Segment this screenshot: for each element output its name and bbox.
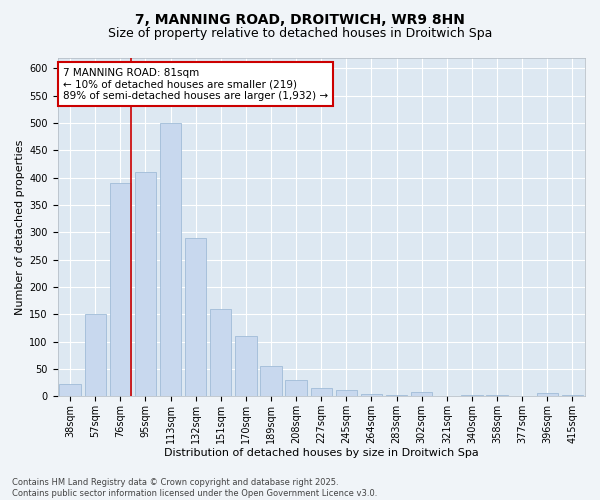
Bar [235,336,257,396]
Bar [562,395,583,396]
Bar [110,183,131,396]
Text: Contains HM Land Registry data © Crown copyright and database right 2025.
Contai: Contains HM Land Registry data © Crown c… [12,478,377,498]
Bar [411,392,433,396]
X-axis label: Distribution of detached houses by size in Droitwich Spa: Distribution of detached houses by size … [164,448,479,458]
Bar [59,384,81,396]
Bar [336,390,357,396]
Bar [386,394,407,396]
Bar [286,380,307,396]
Bar [536,394,558,396]
Text: 7, MANNING ROAD, DROITWICH, WR9 8HN: 7, MANNING ROAD, DROITWICH, WR9 8HN [135,12,465,26]
Bar [260,366,281,396]
Bar [487,395,508,396]
Bar [361,394,382,396]
Bar [461,394,482,396]
Text: Size of property relative to detached houses in Droitwich Spa: Size of property relative to detached ho… [108,28,492,40]
Bar [311,388,332,396]
Y-axis label: Number of detached properties: Number of detached properties [15,139,25,314]
Bar [135,172,156,396]
Bar [85,314,106,396]
Bar [160,123,181,396]
Bar [210,309,232,396]
Text: 7 MANNING ROAD: 81sqm
← 10% of detached houses are smaller (219)
89% of semi-det: 7 MANNING ROAD: 81sqm ← 10% of detached … [63,68,328,101]
Bar [185,238,206,396]
